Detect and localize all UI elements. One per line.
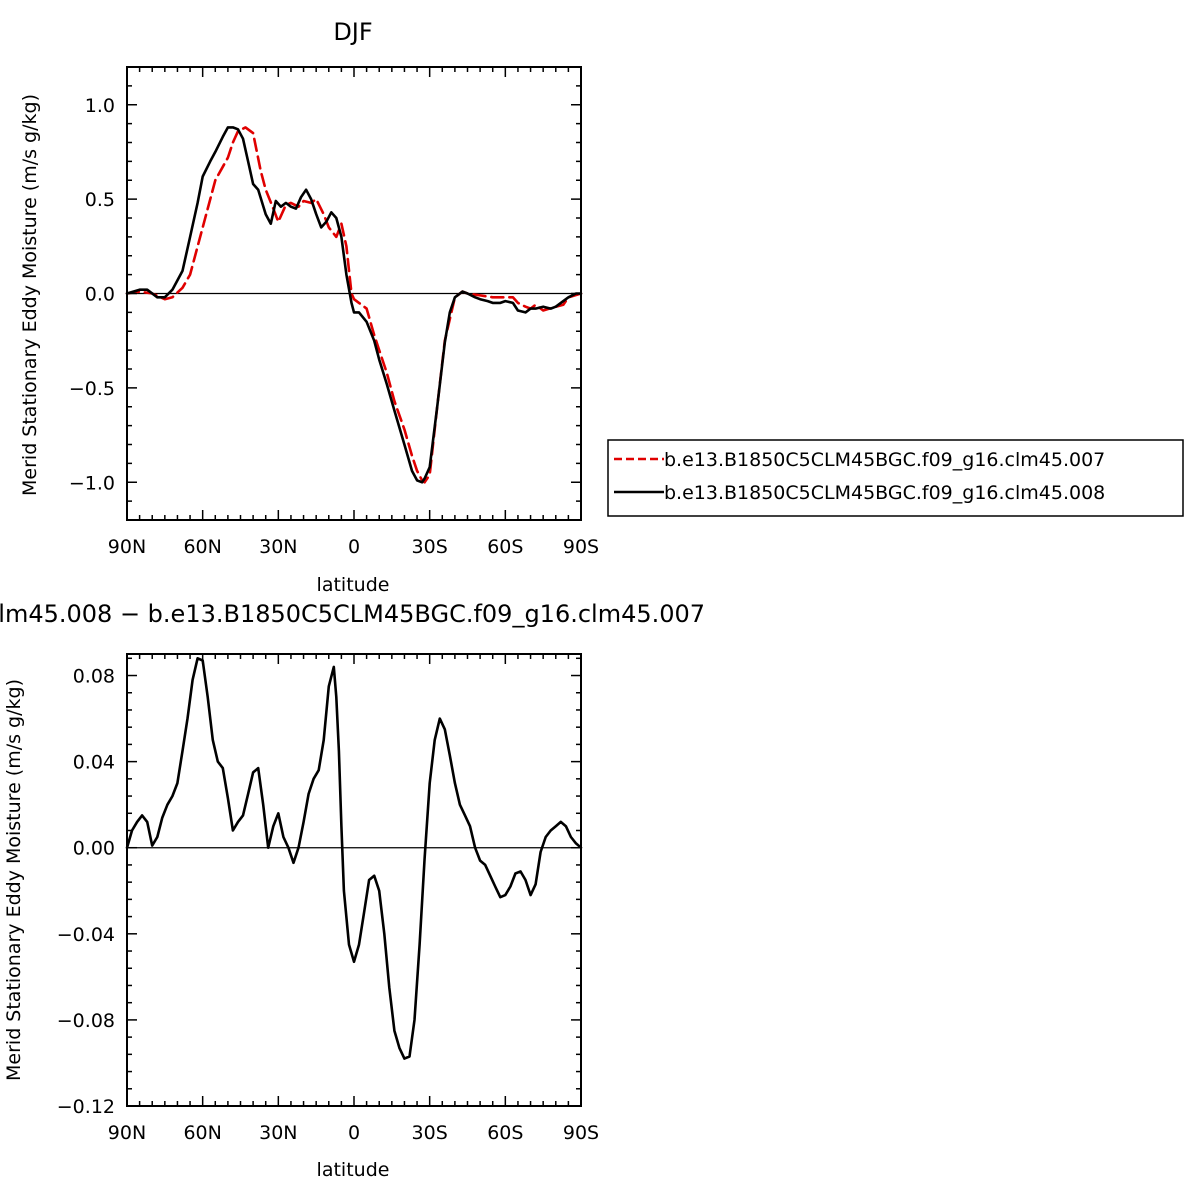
- panel-bottom-difference: b.e13.B1850C5CLM45BGC.f09_g16.clm45.008 …: [0, 600, 705, 1181]
- p1-x-tick-label: 60S: [487, 536, 523, 558]
- panel1-ylabel: Merid Stationary Eddy Moisture (m/s g/kg…: [19, 94, 41, 496]
- p1-x-tick-label: 60N: [183, 536, 221, 558]
- p2-y-tick-label: −0.04: [57, 924, 115, 946]
- panel2-plot-area: 90N 60N 30N 0 30S 60S 90S 0.08 0.04 0.00 −0.04 −0.0…: [57, 653, 599, 1144]
- panel1-xlabel: latitude: [317, 574, 390, 596]
- panel1-plot-area: 90N 60N 30N 0 30S 60S 90S 1.0 0.5 0.0 −0.5 −1.0: [69, 66, 599, 558]
- p1-x-tick-label: 30S: [412, 536, 448, 558]
- panel2-ylabel: Merid Stationary Eddy Moisture (m/s g/kg…: [3, 679, 25, 1081]
- p2-x-tick-label: 30N: [259, 1122, 297, 1144]
- panel2-title: b.e13.B1850C5CLM45BGC.f09_g16.clm45.008 …: [0, 600, 705, 628]
- p1-x-tick-label: 90S: [563, 536, 599, 558]
- p1-x-tick-label: 0: [348, 536, 360, 558]
- panel2-xlabel: latitude: [317, 1159, 390, 1181]
- legend-label-series-007: b.e13.B1850C5CLM45BGC.f09_g16.clm45.007: [664, 449, 1105, 471]
- p2-x-tick-label: 90S: [563, 1122, 599, 1144]
- p1-y-tick-label: 1.0: [85, 95, 115, 117]
- p2-x-tick-label: 0: [348, 1122, 360, 1144]
- p2-y-tick-label: 0.08: [73, 666, 115, 688]
- p1-x-tick-label: 30N: [259, 536, 297, 558]
- p1-y-tick-label: 0.5: [85, 189, 115, 211]
- p1-y-tick-label: −0.5: [69, 378, 115, 400]
- p2-x-tick-label: 60S: [487, 1122, 523, 1144]
- p2-series-line-0: [125, 656, 583, 1060]
- panel1-title: DJF: [333, 18, 372, 46]
- p2-y-tick-label: 0.04: [73, 752, 115, 774]
- p2-x-tick-label: 30S: [412, 1122, 448, 1144]
- legend-label-series-008: b.e13.B1850C5CLM45BGC.f09_g16.clm45.008: [664, 482, 1105, 504]
- p2-x-tick-label: 90N: [108, 1122, 146, 1144]
- p1-series-line-0: [125, 126, 583, 484]
- legend-frame: [607, 439, 1184, 517]
- p1-y-tick-label: −1.0: [69, 472, 115, 494]
- p2-x-tick-label: 60N: [183, 1122, 221, 1144]
- panel1-legend: b.e13.B1850C5CLM45BGC.f09_g16.clm45.007 …: [607, 439, 1184, 517]
- p2-y-tick-label: −0.08: [57, 1010, 115, 1032]
- p2-y-tick-label: −0.12: [57, 1096, 115, 1118]
- p2-y-tick-label: 0.00: [73, 838, 115, 860]
- p1-y-tick-label: 0.0: [85, 284, 115, 306]
- p1-series-line-1: [125, 126, 583, 484]
- panel-top-djf: DJF 90N 60N 30N 0 30S 60S 90S 1.0 0.5 0.0 −0.5 −1.0…: [19, 18, 1184, 596]
- p1-x-tick-label: 90N: [108, 536, 146, 558]
